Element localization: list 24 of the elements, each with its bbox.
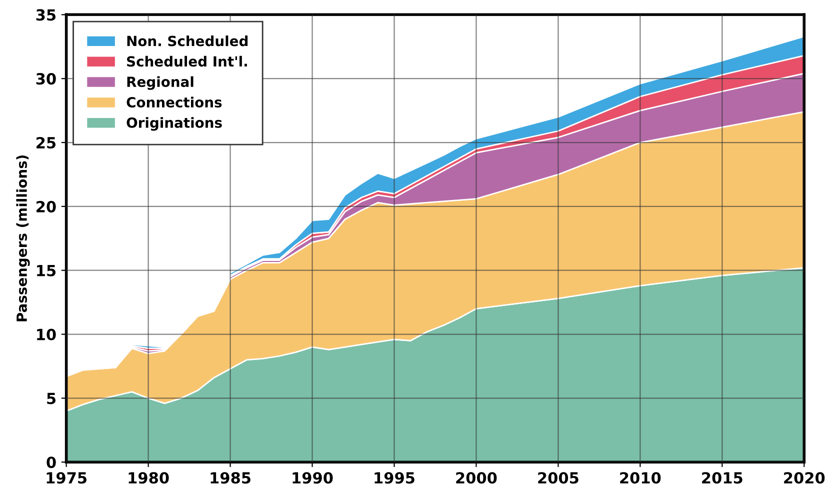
y-axis-title: Passengers (millions) [16, 155, 30, 322]
legend-label: Regional [127, 76, 194, 90]
y-tick-label: 35 [36, 9, 56, 21]
legend-label: Originations [126, 117, 222, 131]
x-tick-label: 1975 [46, 472, 87, 484]
y-tick-label: 5 [47, 392, 56, 404]
x-tick-label: 2010 [620, 472, 661, 484]
x-tick-label: 1985 [210, 472, 250, 484]
y-tick-label: 30 [36, 73, 56, 85]
y-tick-label: 25 [36, 136, 56, 149]
y-tick-label: 10 [37, 328, 56, 340]
x-tick-label: 1980 [128, 472, 169, 484]
x-tick-label: 2020 [784, 472, 825, 484]
y-tick-label: 15 [37, 265, 56, 276]
x-tick-label: 1995 [374, 472, 414, 484]
x-tick-label: 2000 [456, 472, 497, 484]
y-tick-label: 0 [46, 456, 56, 468]
x-tick-label: 2005 [538, 472, 578, 484]
y-tick-label: 20 [36, 200, 56, 212]
legend-label: Connections [126, 96, 222, 108]
x-tick-label: 1990 [292, 472, 333, 484]
legend-label: Scheduled Int'l. [127, 56, 247, 67]
x-tick-label: 2015 [702, 472, 742, 484]
legend-label: Non. Scheduled [127, 36, 248, 46]
